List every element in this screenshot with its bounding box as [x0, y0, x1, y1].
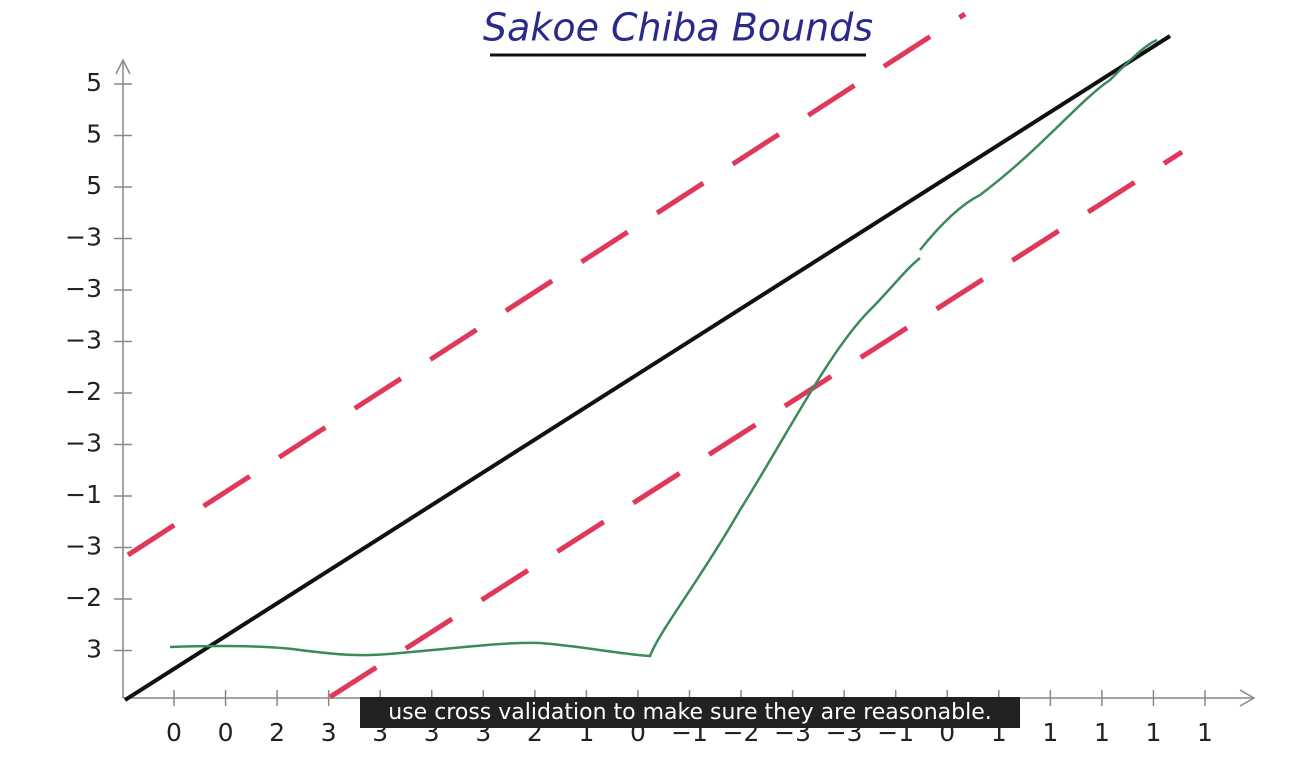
caption-box — [360, 697, 1020, 728]
axes — [115, 58, 1256, 707]
y-tick-label: −3 — [65, 429, 102, 458]
warp-path — [169, 38, 1158, 658]
x-tick-label: 1 — [1094, 718, 1110, 747]
x-tick-label: 1 — [1042, 718, 1058, 747]
y-tick-label: −2 — [65, 377, 102, 406]
y-tick-label: 3 — [86, 635, 102, 664]
y-tick-label: −2 — [65, 583, 102, 612]
x-tick-label: 0 — [166, 718, 182, 747]
x-tick-label: 0 — [218, 718, 234, 747]
y-ticks: 5 5 5 −3 −3 −3 −2 −3 −1 −3 −2 3 — [65, 68, 132, 664]
diagonal — [123, 34, 1172, 702]
y-tick-label: −1 — [65, 480, 102, 509]
y-tick-label: 5 — [86, 68, 102, 97]
x-tick-label: 1 — [1145, 718, 1161, 747]
caption: use cross validation to make sure they a… — [388, 700, 991, 725]
x-tick-label: 1 — [1197, 718, 1213, 747]
y-tick-label: 5 — [86, 120, 102, 149]
upper-bound — [126, 11, 967, 558]
y-tick-label: −3 — [65, 223, 102, 252]
y-tick-label: −3 — [65, 274, 102, 303]
y-tick-label: −3 — [65, 532, 102, 561]
y-tick-label: −3 — [65, 326, 102, 355]
lower-bound — [328, 149, 1184, 700]
x-tick-label: 2 — [269, 718, 285, 747]
y-tick-label: 5 — [86, 171, 102, 200]
title: Sakoe Chiba Bounds — [483, 6, 873, 50]
x-tick-label: 3 — [321, 718, 337, 747]
